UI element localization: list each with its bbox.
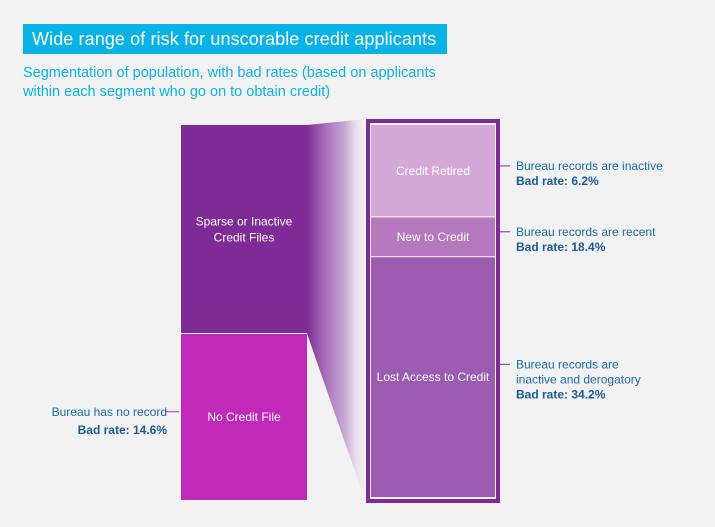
segment-label-credit-retired: Credit Retired <box>396 164 470 178</box>
segment-label-sparse-or-inactive-credit-files: Sparse or Inactive <box>196 214 293 228</box>
segment-label-sparse-or-inactive-credit-files: Credit Files <box>214 230 275 244</box>
chart-title: Wide range of risk for unscorable credit… <box>23 24 447 54</box>
bad-rate-new-to-credit: Bad rate: 18.4% <box>516 240 606 254</box>
right-bar-outline <box>366 119 500 503</box>
note-credit-retired: Bureau records are inactive <box>516 159 663 173</box>
note-no-credit-file: Bureau has no record <box>52 405 167 419</box>
connector-band-shape <box>307 119 366 503</box>
connector-band <box>307 119 366 503</box>
subtitle-line-1: Segmentation of population, with bad rat… <box>23 65 436 81</box>
segment-lost-access-to-credit <box>371 256 495 497</box>
note-lost-access-to-credit: Bureau records are <box>516 357 619 371</box>
annotations: Bureau has no record Bad rate: 14.6% Burea… <box>52 159 663 437</box>
left-bar: Sparse or Inactive Credit Files No Credit … <box>181 125 307 500</box>
segment-label-no-credit-file: No Credit File <box>207 410 281 424</box>
right-bar-frame <box>366 119 500 503</box>
subtitle-line-2: within each segment who go on to obtain … <box>23 84 331 100</box>
note-new-to-credit: Bureau records are recent <box>516 225 656 239</box>
segment-credit-retired <box>371 125 495 217</box>
segment-sparse-or-inactive-credit-files <box>181 125 307 334</box>
segment-no-credit-file <box>181 333 307 500</box>
right-bar: Credit Retired New to Credit Lost Access t… <box>371 125 495 497</box>
bad-rate-credit-retired: Bad rate: 6.2% <box>516 174 599 188</box>
segment-label-lost-access-to-credit: Lost Access to Credit <box>377 370 490 384</box>
note-lost-access-to-credit: inactive and derogatory <box>516 372 641 386</box>
chart-subtitle: Segmentation of population, with bad rat… <box>23 64 483 102</box>
bad-rate-no-credit-file: Bad rate: 14.6% <box>78 423 168 437</box>
bad-rate-lost-access-to-credit: Bad rate: 34.2% <box>516 387 606 401</box>
segment-label-new-to-credit: New to Credit <box>397 230 470 244</box>
segment-new-to-credit <box>371 216 495 257</box>
